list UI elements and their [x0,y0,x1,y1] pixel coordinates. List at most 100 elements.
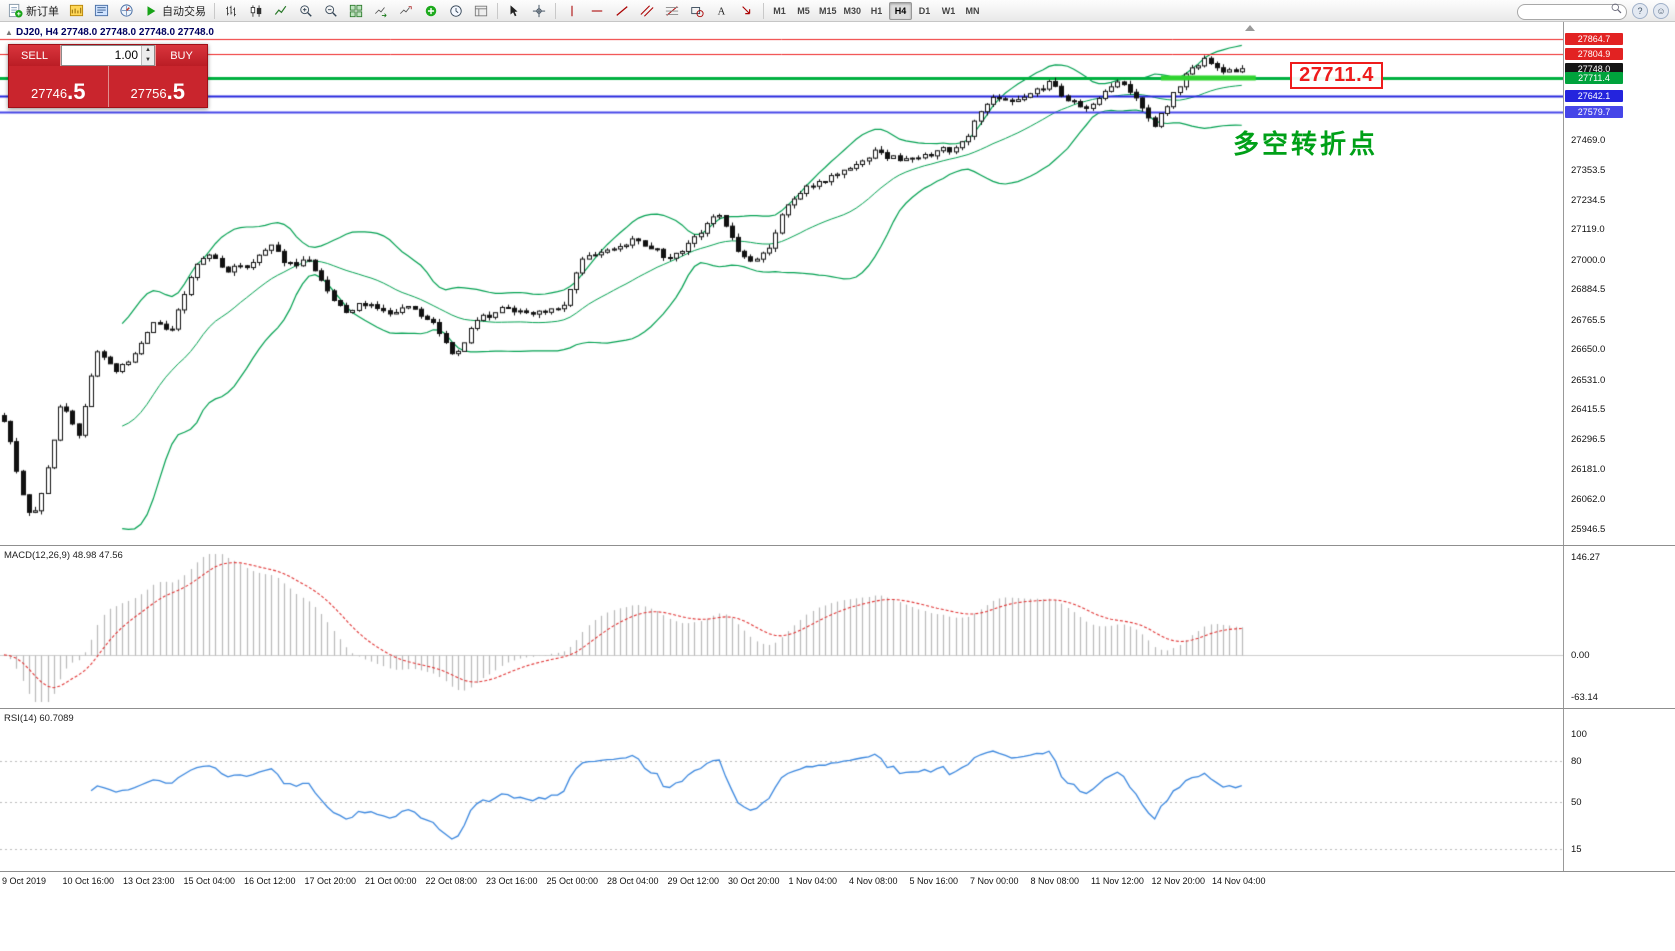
volume-down-icon[interactable]: ▼ [142,55,154,65]
arrows-tool-button[interactable] [735,1,759,21]
buy-price-main: 27756 [130,86,167,101]
timeframe-button-d1[interactable]: D1 [918,5,931,16]
equidistant-channel-icon [639,3,655,19]
sell-button[interactable]: SELL [9,45,61,66]
price-axis-label: 26181.0 [1571,463,1606,475]
main-chart-canvas[interactable] [0,22,1563,545]
text-tool-button[interactable]: A [710,1,734,21]
new-order-button[interactable]: 新订单 [3,1,63,21]
buy-price[interactable]: 27756.5 [109,66,208,107]
macd-axis[interactable]: 146.27 0.00 -63.14 [1563,546,1675,708]
toolbar: 新订单 自动交易 A M1 M5 M15 M30 H1 H4 D1 W1 MN ? ☺ [0,0,1675,22]
price-axis[interactable]: 27469.0 27353.5 27234.5 27119.0 27000.0 26884… [1563,22,1675,545]
community-icon[interactable]: ☺ [1653,2,1669,19]
chart-candles-button[interactable] [244,1,268,21]
sell-price-main: 27746 [30,86,68,101]
price-axis-label: 27234.5 [1571,194,1606,206]
search-icon [1610,2,1623,20]
indicators-button[interactable] [419,1,443,21]
timeframe-button-w1[interactable]: W1 [941,5,956,16]
shapes-icon [689,3,705,19]
time-axis-label: 8 Nov 08:00 [1030,876,1080,886]
time-axis-label: 12 Nov 20:00 [1151,876,1206,886]
autotrade-button[interactable]: 自动交易 [139,1,210,21]
templates-button[interactable] [469,1,493,21]
zoom-in-button[interactable] [294,1,318,21]
volume-up-icon[interactable]: ▲ [142,46,154,56]
time-axis-label: 15 Oct 04:00 [183,876,236,886]
navigator-button[interactable] [114,1,138,21]
rsi-panel: RSI(14) 60.7089 100 80 50 15 [0,708,1675,872]
time-axis-label: 21 Oct 00:00 [365,876,417,886]
market-watch-button[interactable] [89,1,113,21]
autotrade-play-icon [143,3,159,19]
chart-shift-marker-icon[interactable] [1245,25,1255,31]
chart-bars-button[interactable] [219,1,243,21]
horizontal-line-button[interactable] [585,1,609,21]
price-line-badge: 27711.4 [1565,72,1623,85]
rsi-axis-label: 50 [1571,796,1582,808]
one-click-trade-panel: SELL 1.00 ▲ ▼ BUY 27746.5 27756.5 [8,44,208,108]
time-axis-label: 25 Oct 00:00 [546,876,599,886]
cursor-button[interactable] [502,1,526,21]
time-axis-label: 23 Oct 16:00 [486,876,538,886]
timeframe-button-m1[interactable]: M1 [773,5,786,16]
channel-button[interactable] [635,1,659,21]
price-line-badge: 27864.7 [1565,32,1623,45]
price-axis-label: 25946.5 [1571,523,1606,535]
turning-point-annotation: 多空转折点 [1233,129,1379,159]
shapes-button[interactable] [685,1,709,21]
sell-price[interactable]: 27746.5 [9,66,108,107]
rsi-canvas[interactable] [0,710,1563,872]
price-axis-label: 26650.0 [1571,344,1606,356]
toolbar-separator [497,2,498,19]
price-line-badge: 27579.7 [1565,105,1623,118]
indicators-icon [423,3,439,19]
price-axis-label: 26531.0 [1571,374,1606,386]
time-axis-label: 5 Nov 16:00 [909,876,959,886]
search-input[interactable] [1517,3,1627,20]
timeframe-button-h1[interactable]: H1 [870,5,883,16]
time-axis-label: 10 Oct 16:00 [62,876,115,886]
navigator-icon [118,3,134,19]
text-tool-icon: A [714,3,730,19]
chart-line-button[interactable] [269,1,293,21]
time-axis-label: 7 Nov 00:00 [970,876,1019,886]
volume-input[interactable]: 1.00 [114,48,138,62]
fibonacci-button[interactable] [660,1,684,21]
timeframe-group: M1 M5 M15 M30 H1 H4 D1 W1 MN [768,1,984,20]
price-axis-label: 27469.0 [1571,135,1606,146]
tile-windows-button[interactable] [344,1,368,21]
trendline-button[interactable] [610,1,634,21]
toolbar-separator [763,2,764,19]
periods-button[interactable] [444,1,468,21]
timeframe-button-mn[interactable]: MN [965,5,980,16]
chart-shift-icon [398,3,414,19]
timeframe-button-h4[interactable]: H4 [889,1,913,20]
arrows-tool-icon [739,3,755,19]
time-axis-label: 22 Oct 08:00 [425,876,478,886]
chart-shift-button[interactable] [394,1,418,21]
price-line-badge: 27642.1 [1565,89,1623,102]
cursor-icon [506,3,522,19]
macd-canvas[interactable] [0,547,1563,709]
time-axis-label: 28 Oct 04:00 [607,876,659,886]
trade-panel-collapse-icon[interactable]: ▲ [5,28,13,37]
help-icon[interactable]: ? [1632,2,1648,19]
tile-windows-icon [348,3,364,19]
autotrade-label: 自动交易 [162,5,206,18]
chart-window-icon [68,3,84,19]
chart-window-button[interactable] [64,1,88,21]
rsi-axis[interactable]: 100 80 50 15 [1563,709,1675,871]
zoom-out-button[interactable] [319,1,343,21]
rsi-axis-label: 80 [1571,756,1582,767]
timeframe-button-m5[interactable]: M5 [797,5,810,16]
auto-scroll-button[interactable] [369,1,393,21]
price-axis-label: 26765.5 [1571,314,1606,326]
crosshair-button[interactable] [527,1,551,21]
buy-button[interactable]: BUY [155,45,207,66]
vertical-line-button[interactable] [560,1,584,21]
time-axis[interactable]: 9 Oct 2019 10 Oct 16:00 13 Oct 23:00 15 Oct… [0,871,1675,892]
timeframe-button-m30[interactable]: M30 [843,5,862,16]
timeframe-button-m15[interactable]: M15 [819,5,837,16]
